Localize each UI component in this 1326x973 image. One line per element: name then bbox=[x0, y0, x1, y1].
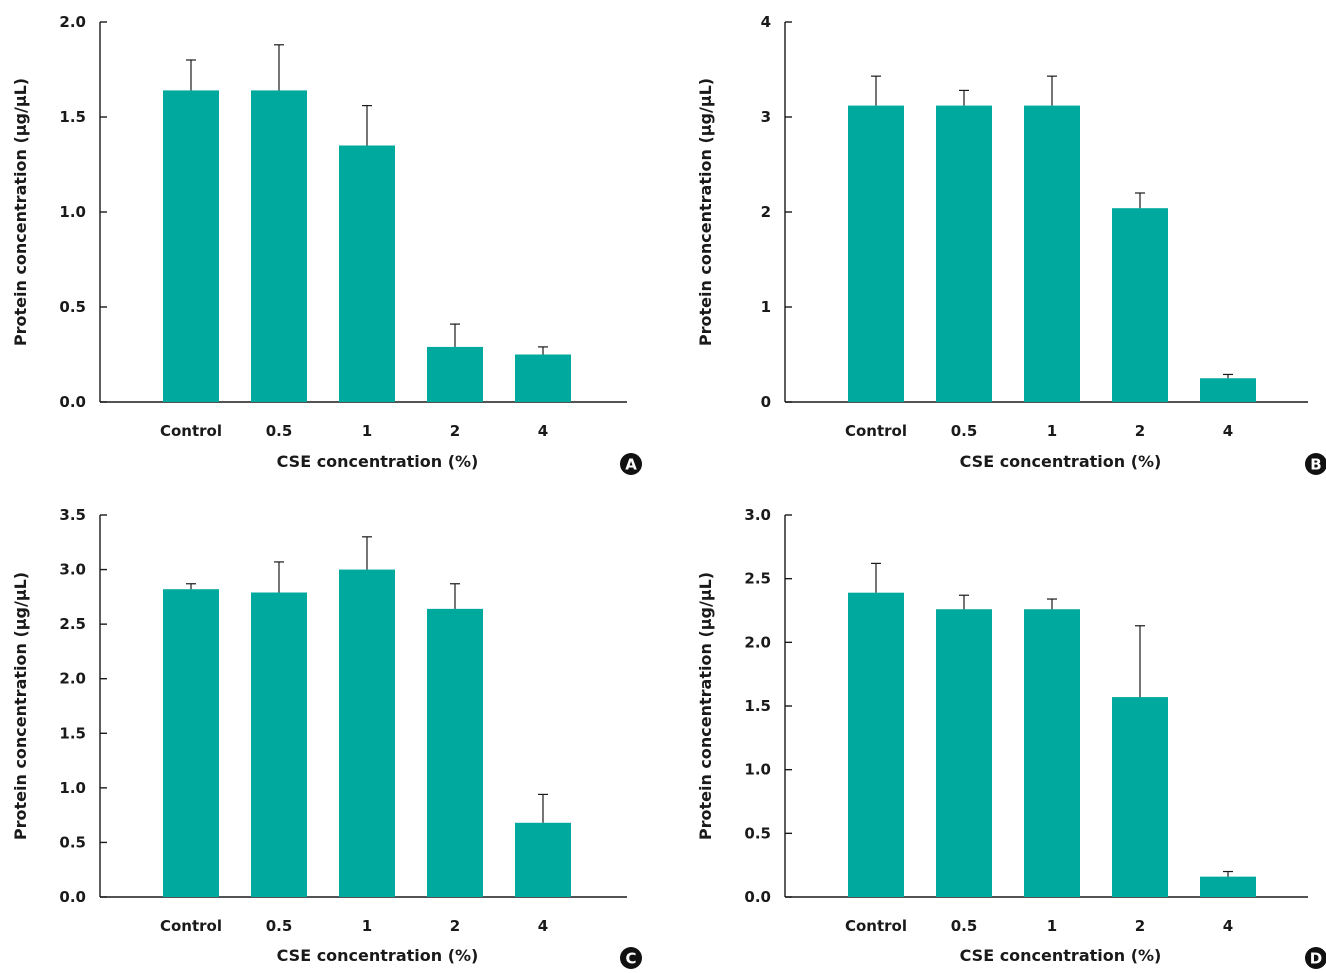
y-tick-label: 2.0 bbox=[59, 13, 86, 31]
panel-badge bbox=[620, 453, 642, 475]
x-tick-label: 1 bbox=[1047, 422, 1057, 440]
x-tick-label: 0.5 bbox=[951, 917, 978, 935]
y-tick-label: 3 bbox=[761, 108, 771, 126]
y-tick-label: 2.0 bbox=[59, 670, 86, 688]
x-tick-label: 0.5 bbox=[266, 422, 293, 440]
x-tick-label: 4 bbox=[1223, 422, 1233, 440]
y-tick-label: 1.5 bbox=[59, 724, 86, 742]
y-tick-label: 3.0 bbox=[744, 506, 771, 524]
chart-panel-b: 0 1 2 3 4 Control 0.5 1 2 4 CSE concentration (%) P… bbox=[696, 13, 1326, 475]
x-tick-label: 2 bbox=[450, 422, 460, 440]
y-tick-label: 1.0 bbox=[744, 761, 771, 779]
panel-badge bbox=[1305, 947, 1326, 969]
x-axis-title: CSE concentration (%) bbox=[960, 452, 1162, 471]
panel-badge-label: B bbox=[1310, 456, 1321, 474]
bar bbox=[1112, 208, 1168, 402]
bar bbox=[848, 592, 904, 897]
bar bbox=[1024, 609, 1080, 897]
y-tick-label: 2.0 bbox=[744, 633, 771, 651]
bar bbox=[1112, 697, 1168, 897]
bar bbox=[848, 105, 904, 402]
chart-panel-a: 0.0 0.5 1.0 1.5 2.0 Control 0.5 1 2 4 CSE concentr… bbox=[11, 13, 642, 475]
bar bbox=[515, 354, 571, 402]
bar bbox=[936, 105, 992, 402]
bar bbox=[163, 90, 219, 403]
y-tick-label: 1.0 bbox=[59, 779, 86, 797]
y-tick-label: 1.0 bbox=[59, 203, 86, 221]
bar bbox=[251, 90, 307, 403]
y-tick-label: 3.5 bbox=[59, 506, 86, 524]
y-tick-label: 1 bbox=[761, 298, 771, 316]
x-tick-label: 2 bbox=[1135, 422, 1145, 440]
x-tick-label: 0.5 bbox=[266, 917, 293, 935]
bar bbox=[339, 569, 395, 897]
x-tick-label: 1 bbox=[1047, 917, 1057, 935]
bar bbox=[427, 346, 483, 402]
x-tick-label: 1 bbox=[362, 422, 372, 440]
y-axis-title: Protein concentration (μg/μL) bbox=[11, 572, 30, 840]
bar bbox=[515, 822, 571, 897]
y-tick-label: 0.0 bbox=[59, 888, 86, 906]
x-axis-title: CSE concentration (%) bbox=[960, 946, 1162, 965]
panel-badge-label: A bbox=[625, 456, 637, 474]
bar bbox=[1200, 378, 1256, 402]
x-tick-label: Control bbox=[845, 422, 907, 440]
bar bbox=[1200, 876, 1256, 897]
bar bbox=[427, 608, 483, 897]
y-tick-label: 1.5 bbox=[59, 108, 86, 126]
y-tick-label: 2.5 bbox=[59, 615, 86, 633]
panel-badge bbox=[620, 947, 642, 969]
y-tick-label: 4 bbox=[761, 13, 771, 31]
y-tick-label: 2.5 bbox=[744, 570, 771, 588]
x-tick-label: 1 bbox=[362, 917, 372, 935]
bar bbox=[936, 609, 992, 897]
y-tick-label: 2 bbox=[761, 203, 771, 221]
x-tick-label: 4 bbox=[538, 917, 548, 935]
x-tick-label: 4 bbox=[538, 422, 548, 440]
y-axis-title: Protein concentration (μg/μL) bbox=[696, 572, 715, 840]
x-tick-label: Control bbox=[160, 917, 222, 935]
x-tick-label: Control bbox=[845, 917, 907, 935]
y-tick-label: 0.5 bbox=[59, 833, 86, 851]
y-tick-label: 1.5 bbox=[744, 697, 771, 715]
x-tick-label: 2 bbox=[450, 917, 460, 935]
x-tick-label: 2 bbox=[1135, 917, 1145, 935]
y-tick-label: 0.5 bbox=[59, 298, 86, 316]
x-tick-label: 0.5 bbox=[951, 422, 978, 440]
chart-panel-c: 0.0 0.5 1.0 1.5 2.0 2.5 3.0 3.5 Control 0.5 1 2 4 CSE… bbox=[11, 506, 642, 969]
y-tick-label: 0.0 bbox=[59, 393, 86, 411]
y-tick-label: 0 bbox=[761, 393, 771, 411]
bar bbox=[1024, 105, 1080, 402]
x-tick-label: Control bbox=[160, 422, 222, 440]
chart-panel-d: 0.0 0.5 1.0 1.5 2.0 2.5 3.0 Control 0.5 1 2 4 CSE co… bbox=[696, 506, 1326, 969]
x-axis-title: CSE concentration (%) bbox=[277, 946, 479, 965]
y-axis-title: Protein concentration (μg/μL) bbox=[11, 78, 30, 346]
y-axis-title: Protein concentration (μg/μL) bbox=[696, 78, 715, 346]
x-axis-title: CSE concentration (%) bbox=[277, 452, 479, 471]
y-tick-label: 0.5 bbox=[744, 824, 771, 842]
y-tick-label: 3.0 bbox=[59, 561, 86, 579]
panel-badge-label: D bbox=[1310, 950, 1322, 968]
bar bbox=[339, 145, 395, 402]
x-tick-label: 4 bbox=[1223, 917, 1233, 935]
panel-badge-label: C bbox=[625, 950, 636, 968]
y-tick-label: 0.0 bbox=[744, 888, 771, 906]
bar bbox=[251, 592, 307, 897]
bar bbox=[163, 589, 219, 897]
panel-badge bbox=[1305, 453, 1326, 475]
